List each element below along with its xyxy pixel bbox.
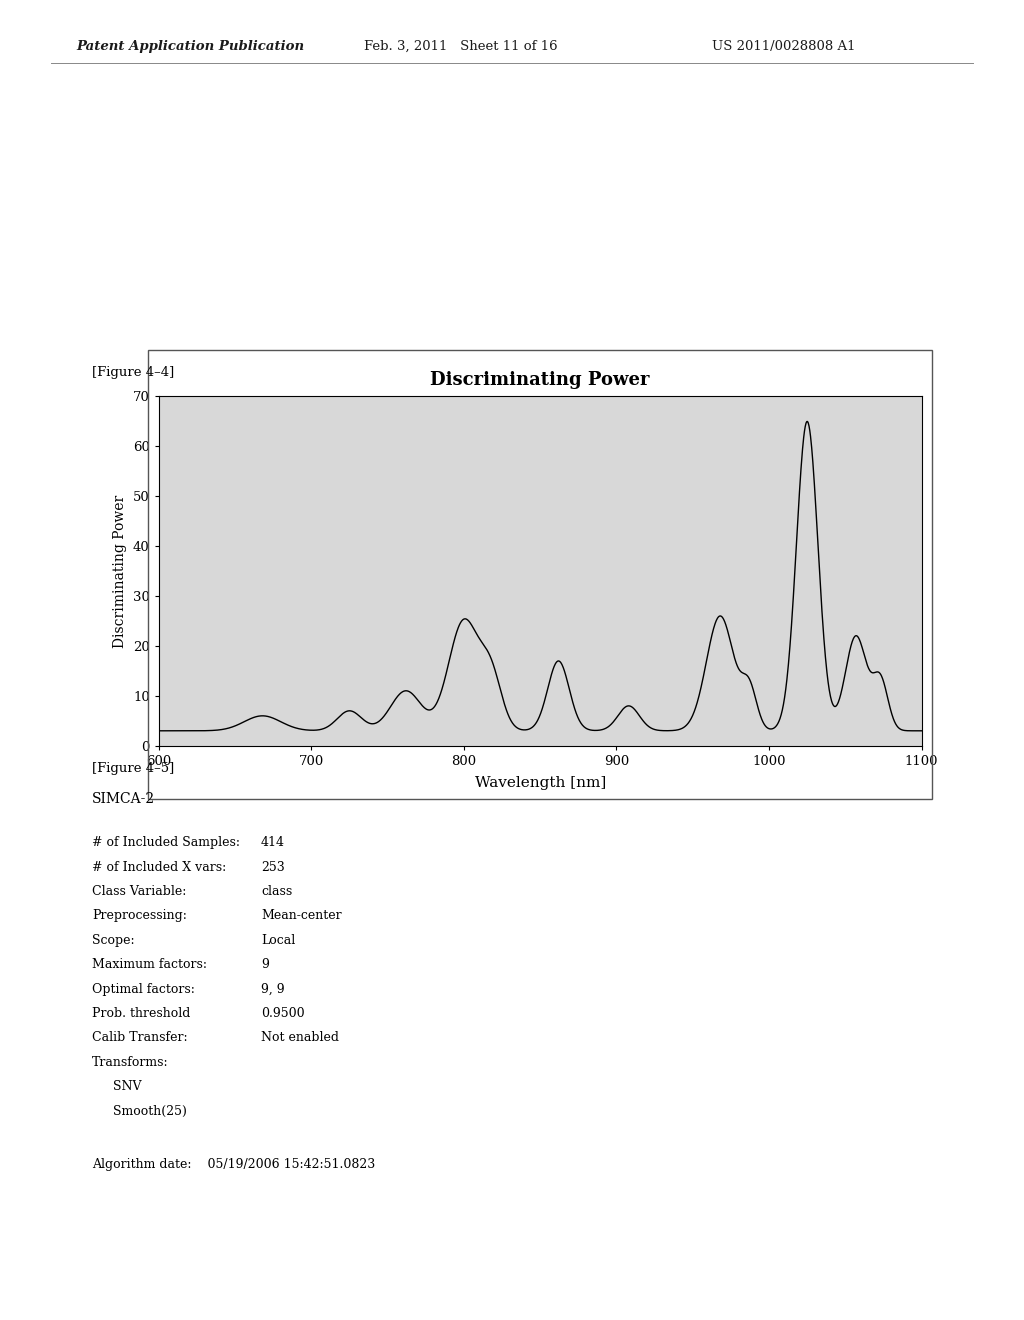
X-axis label: Wavelength [nm]: Wavelength [nm] xyxy=(474,776,606,791)
Text: Feb. 3, 2011   Sheet 11 of 16: Feb. 3, 2011 Sheet 11 of 16 xyxy=(364,40,557,53)
Text: Mean-center: Mean-center xyxy=(261,909,342,923)
Text: Not enabled: Not enabled xyxy=(261,1031,339,1044)
Text: # of Included X vars:: # of Included X vars: xyxy=(92,861,226,874)
Text: class: class xyxy=(261,884,293,898)
Text: [Figure 4–5]: [Figure 4–5] xyxy=(92,762,174,775)
Text: 9: 9 xyxy=(261,958,269,972)
Text: Calib Transfer:: Calib Transfer: xyxy=(92,1031,187,1044)
Text: 253: 253 xyxy=(261,861,285,874)
Text: Patent Application Publication: Patent Application Publication xyxy=(77,40,305,53)
Title: Discriminating Power: Discriminating Power xyxy=(430,371,650,389)
Text: Maximum factors:: Maximum factors: xyxy=(92,958,207,972)
Text: Optimal factors:: Optimal factors: xyxy=(92,982,195,995)
Text: Algorithm date:    05/19/2006 15:42:51.0823: Algorithm date: 05/19/2006 15:42:51.0823 xyxy=(92,1158,376,1171)
Text: Transforms:: Transforms: xyxy=(92,1056,169,1069)
Text: 414: 414 xyxy=(261,836,285,849)
Text: 0.9500: 0.9500 xyxy=(261,1007,305,1020)
Text: # of Included Samples:: # of Included Samples: xyxy=(92,836,241,849)
Text: 9, 9: 9, 9 xyxy=(261,982,285,995)
Text: Smooth(25): Smooth(25) xyxy=(113,1105,186,1118)
Text: SIMCA-2: SIMCA-2 xyxy=(92,792,156,805)
Text: Scope:: Scope: xyxy=(92,933,135,946)
Text: US 2011/0028808 A1: US 2011/0028808 A1 xyxy=(712,40,855,53)
Text: SNV: SNV xyxy=(113,1080,141,1093)
Text: Class Variable:: Class Variable: xyxy=(92,884,186,898)
Text: Local: Local xyxy=(261,933,295,946)
Y-axis label: Discriminating Power: Discriminating Power xyxy=(114,494,127,648)
Text: [Figure 4–4]: [Figure 4–4] xyxy=(92,366,174,379)
Text: Preprocessing:: Preprocessing: xyxy=(92,909,187,923)
Text: Prob. threshold: Prob. threshold xyxy=(92,1007,190,1020)
